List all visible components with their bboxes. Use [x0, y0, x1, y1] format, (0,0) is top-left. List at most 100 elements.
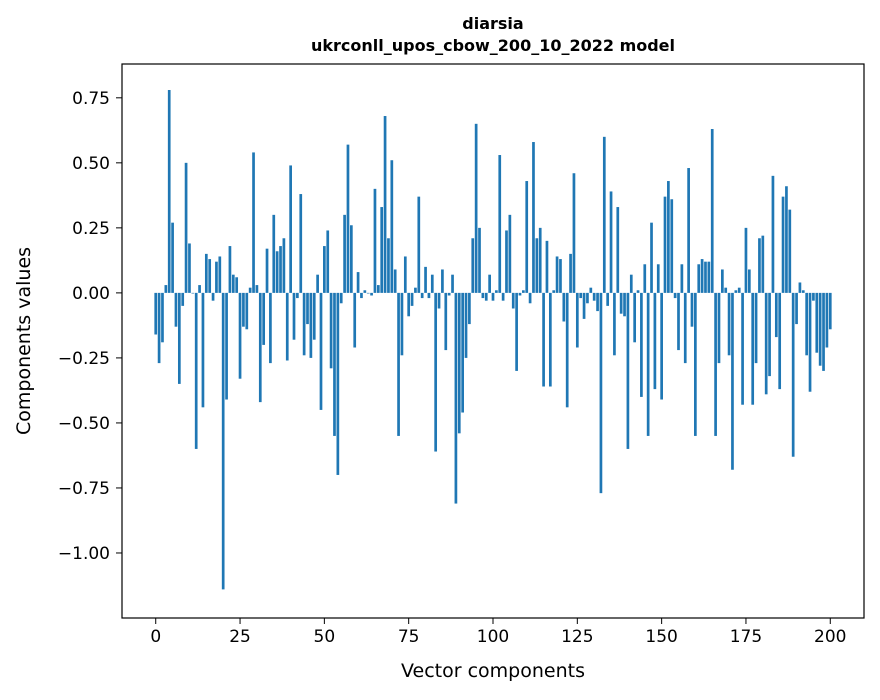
- bar: [248, 287, 252, 293]
- bar: [231, 274, 235, 293]
- bar: [640, 292, 643, 397]
- bar: [228, 246, 232, 293]
- bar: [515, 292, 518, 371]
- bar: [289, 165, 292, 293]
- bar: [768, 292, 771, 377]
- bar: [717, 292, 721, 364]
- bar: [316, 274, 319, 293]
- bar: [629, 274, 633, 293]
- bar: [552, 290, 556, 293]
- bar: [204, 253, 208, 293]
- bar: [319, 292, 323, 410]
- bar: [191, 292, 195, 294]
- bar: [619, 292, 623, 314]
- bar: [744, 227, 748, 293]
- bar: [582, 292, 586, 319]
- bar: [586, 292, 589, 304]
- bar: [774, 292, 778, 338]
- bar: [430, 274, 434, 293]
- bar: [535, 238, 539, 293]
- bar: [474, 123, 478, 293]
- bar: [350, 225, 353, 293]
- plot-frame: [121, 63, 865, 619]
- bar: [569, 253, 572, 293]
- bar: [501, 292, 505, 301]
- bar: [481, 292, 485, 299]
- bar: [161, 292, 164, 343]
- bar: [478, 227, 481, 293]
- bar: [164, 285, 168, 293]
- bar: [437, 292, 441, 309]
- bar: [255, 285, 259, 293]
- bar: [464, 292, 468, 358]
- bar: [656, 264, 660, 293]
- bar: [373, 188, 377, 293]
- y-tick-label: −0.50: [58, 414, 110, 434]
- bar: [680, 264, 684, 293]
- bar: [457, 292, 461, 434]
- bar: [238, 292, 242, 379]
- bar: [538, 227, 542, 293]
- bar: [700, 259, 704, 293]
- bar: [400, 292, 404, 356]
- y-axis-label: Components values: [13, 247, 35, 435]
- bar: [447, 292, 451, 296]
- bar: [225, 292, 228, 400]
- bar: [714, 292, 717, 436]
- x-tick-label: 100: [477, 627, 509, 647]
- bar: [393, 269, 397, 293]
- bar: [542, 292, 545, 387]
- bar: [690, 292, 694, 327]
- bar: [296, 292, 299, 299]
- bar: [623, 292, 626, 317]
- bar: [174, 292, 178, 327]
- bar: [801, 290, 805, 293]
- bar: [778, 292, 782, 390]
- x-tick-label: 125: [561, 627, 593, 647]
- bar: [184, 162, 188, 293]
- bar: [370, 292, 373, 296]
- chart-title: diarsia: [462, 14, 523, 33]
- bar: [660, 292, 663, 400]
- bar: [663, 196, 667, 293]
- x-tick-label: 150: [645, 627, 677, 647]
- bar: [242, 292, 245, 327]
- x-tick-label: 200: [814, 627, 846, 647]
- bar: [808, 292, 812, 392]
- bar: [764, 292, 768, 395]
- bar: [562, 292, 566, 322]
- bar: [390, 160, 394, 293]
- bar: [471, 238, 475, 293]
- bar: [707, 261, 711, 293]
- bar: [646, 292, 650, 436]
- bar: [721, 269, 724, 293]
- bar: [606, 292, 610, 306]
- bar: [731, 292, 734, 470]
- bar: [704, 261, 707, 293]
- bar: [282, 238, 286, 293]
- bar: [599, 292, 603, 494]
- bar: [221, 292, 225, 590]
- bar: [589, 287, 593, 293]
- y-tick-label: −0.75: [58, 479, 110, 499]
- bar: [525, 181, 529, 293]
- bar: [508, 214, 512, 293]
- bar: [822, 292, 825, 371]
- bar: [754, 292, 758, 364]
- bar: [727, 292, 731, 356]
- bar: [565, 292, 569, 408]
- bar: [518, 292, 522, 296]
- bar: [333, 292, 336, 436]
- bar: [414, 287, 417, 293]
- bar: [356, 272, 360, 293]
- bar: [484, 292, 488, 301]
- bar: [198, 285, 201, 293]
- bar: [758, 238, 761, 293]
- bar: [269, 292, 272, 364]
- bar: [555, 256, 559, 293]
- bar: [339, 292, 343, 304]
- bar: [285, 292, 289, 361]
- bar: [363, 290, 367, 293]
- bar: [650, 222, 653, 293]
